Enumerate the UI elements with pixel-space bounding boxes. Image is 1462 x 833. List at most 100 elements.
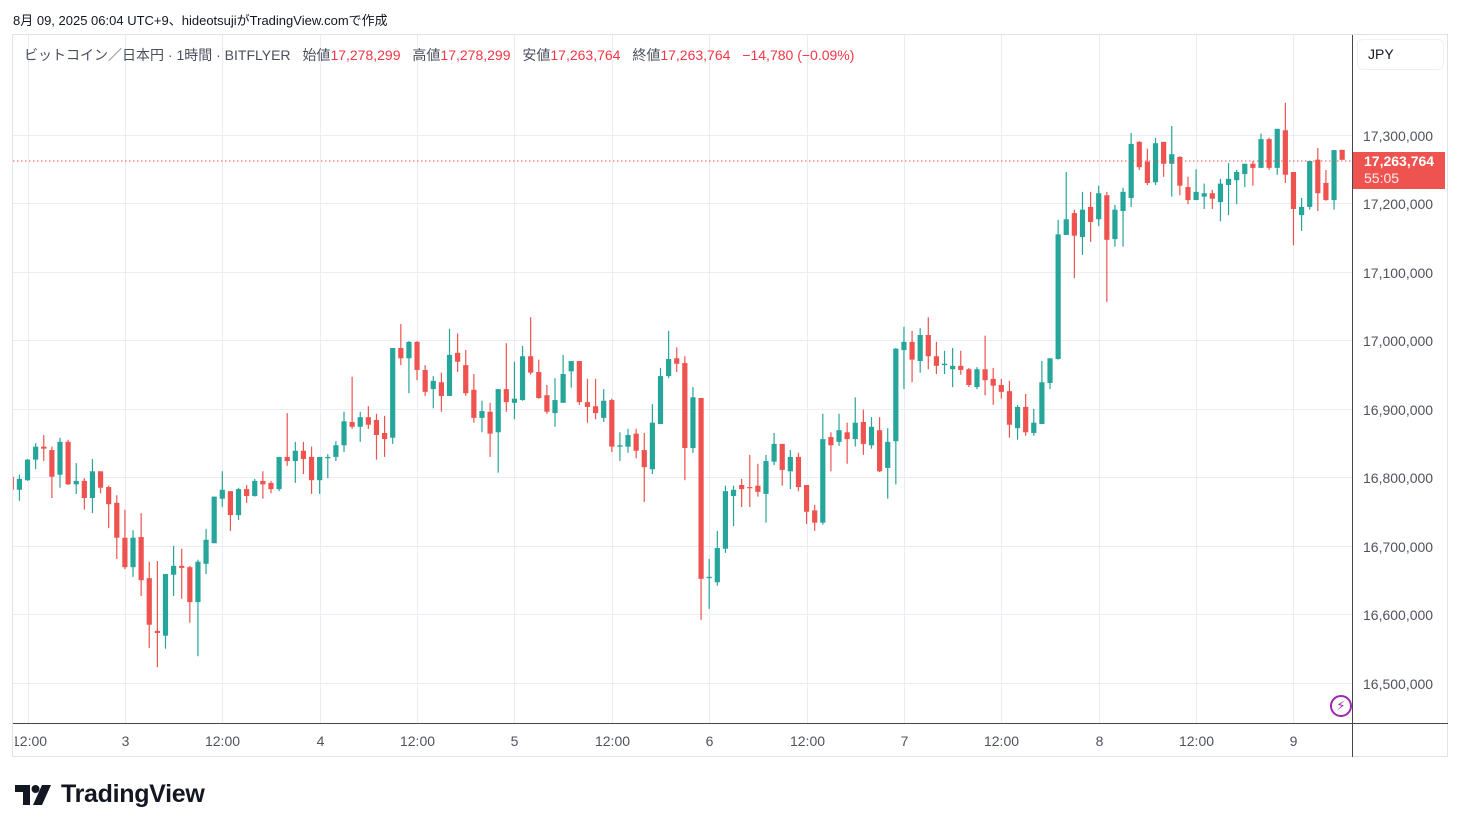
candles [13, 102, 1345, 668]
candle-up [657, 367, 664, 425]
candle-body [925, 335, 931, 357]
candle-body [268, 482, 274, 490]
candle-body [179, 565, 185, 568]
candle-up [430, 376, 436, 409]
candle-up [885, 428, 891, 499]
tradingview-logo[interactable]: TradingView [15, 780, 205, 809]
candle-up [1225, 163, 1232, 216]
lightning-alert-icon[interactable]: ⚡ [1330, 695, 1352, 717]
candle-up [836, 413, 842, 446]
candle-body [609, 400, 615, 447]
candle-body [1234, 171, 1240, 181]
price-tick-label: 16,700,000 [1363, 538, 1434, 555]
candle-down [1339, 149, 1345, 160]
candle-up [868, 417, 875, 449]
candle-body [1031, 422, 1037, 433]
candle-down [795, 452, 802, 492]
candle-down [779, 443, 785, 486]
candle-body [398, 348, 404, 359]
candle-body [544, 395, 550, 412]
candle-body [203, 539, 209, 564]
candle-up [601, 389, 607, 422]
candle-up [235, 487, 242, 520]
candle-body [641, 450, 647, 468]
candle-up [89, 458, 96, 514]
candle-body [657, 376, 664, 425]
currency-button[interactable]: JPY [1357, 39, 1444, 70]
candle-up [73, 463, 79, 494]
candle-up [974, 367, 980, 390]
candle-body [1055, 234, 1061, 359]
candle-body [1071, 213, 1077, 236]
candle-up [390, 348, 396, 444]
candle-body [576, 361, 582, 403]
candle-body [24, 459, 31, 481]
candle-up [706, 558, 712, 609]
candle-body [1177, 156, 1183, 186]
candle-up [1055, 219, 1061, 360]
time-tick-label: 12:00 [789, 733, 826, 749]
candle-body [1282, 130, 1288, 175]
candle-down [349, 376, 355, 429]
candle-body [763, 461, 769, 494]
candle-up [1014, 404, 1021, 440]
candle-up [130, 530, 136, 577]
candle-up [203, 528, 209, 575]
candle-body [779, 443, 785, 470]
candle-body [885, 441, 891, 468]
candle-body [438, 382, 444, 396]
candle-body [171, 565, 177, 575]
last-price-label: 17,263,764 55:05 [1353, 152, 1445, 189]
candle-body [57, 441, 63, 475]
candle-down [958, 350, 964, 375]
candle-body [16, 478, 23, 490]
candle-body [909, 341, 915, 360]
candle-down [463, 350, 469, 396]
candle-up [276, 456, 282, 492]
candle-down [138, 513, 144, 596]
candle-down [828, 432, 834, 472]
candle-body [154, 630, 160, 633]
price-tick-label: 16,500,000 [1363, 675, 1434, 692]
candle-up [901, 326, 907, 390]
candle-body [162, 574, 169, 636]
candle-down [365, 406, 371, 429]
time-tick-label: 4 [316, 733, 325, 749]
candle-down [308, 446, 315, 494]
candle-body [146, 578, 152, 625]
candle-down [114, 495, 120, 559]
candle-up [714, 530, 720, 586]
candle-down [414, 341, 420, 381]
candle-down [1161, 141, 1167, 177]
candle-down [698, 398, 704, 620]
low-value: 17,263,764 [550, 47, 621, 63]
candle-up [195, 559, 201, 657]
candle-body [820, 439, 826, 523]
price-tick-label: 17,300,000 [1363, 127, 1434, 144]
candle-up [1193, 169, 1199, 201]
candle-body [536, 371, 542, 399]
candle-down [227, 491, 234, 531]
time-tick-label: 12:00 [12, 733, 48, 749]
candle-body [73, 480, 79, 485]
candle-down [755, 463, 761, 497]
candle-up [333, 441, 339, 462]
candle-up [730, 485, 737, 527]
candle-body [406, 341, 412, 359]
candle-body [1217, 183, 1224, 203]
time-tick-label: 12:00 [399, 733, 436, 749]
tradingview-logo-icon [15, 784, 51, 805]
candle-down [381, 415, 388, 457]
symbol-info[interactable]: ビットコイン／日本円 · 1時間 · BITFLYER [24, 47, 291, 63]
candle-body [49, 450, 55, 477]
candle-body [422, 369, 428, 392]
candle-body [219, 489, 225, 499]
candle-body [260, 480, 266, 485]
candle-down [1104, 191, 1110, 303]
candle-down [373, 413, 380, 460]
candle-up [162, 574, 169, 649]
candle-body [1185, 187, 1191, 201]
candle-up [292, 441, 298, 483]
candle-body [511, 398, 518, 403]
